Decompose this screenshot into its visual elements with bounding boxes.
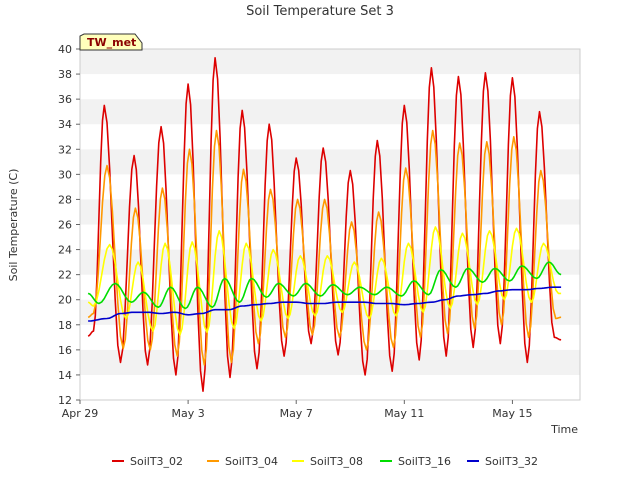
chart-title: Soil Temperature Set 3 (246, 4, 394, 19)
y-tick-label: 12 (58, 394, 72, 407)
x-axis-label: Time (550, 423, 578, 436)
y-tick-label: 18 (58, 319, 72, 332)
y-tick-label: 38 (58, 68, 72, 81)
y-tick-label: 24 (58, 244, 72, 257)
grid-band (80, 324, 580, 350)
y-axis-label: Soil Temperature (C) (7, 169, 20, 282)
x-tick-label: May 7 (280, 407, 313, 420)
y-tick-label: 30 (58, 168, 72, 181)
y-tick-label: 36 (58, 93, 72, 106)
y-axis: 12 14 16 18 20 22 24 26 28 30 32 34 36 38 40 (58, 43, 80, 407)
x-tick-label: May 11 (384, 407, 424, 420)
grid-band (80, 199, 580, 225)
series-line-soilt3_04 (87, 129, 562, 366)
y-tick-label: 14 (58, 369, 72, 382)
legend-item-soilt3_02: SoilT3_02 (112, 455, 183, 468)
legend-item-soilt3_16: SoilT3_16 (380, 455, 451, 468)
grid-band (80, 349, 580, 375)
series-line-soilt3_02 (87, 56, 562, 393)
grid-band (80, 149, 580, 175)
y-tick-label: 32 (58, 143, 72, 156)
series-lines (87, 56, 562, 393)
legend-item-soilt3_04: SoilT3_04 (207, 455, 278, 468)
series-line-soilt3_16 (87, 261, 562, 310)
annotation-background (79, 33, 143, 51)
legend: SoilT3_02 SoilT3_04 SoilT3_08 SoilT3_16 Soil… (112, 455, 538, 468)
y-tick-label: 40 (58, 43, 72, 56)
legend-item-soilt3_08: SoilT3_08 (292, 455, 363, 468)
legend-label: SoilT3_32 (485, 455, 538, 468)
x-axis: Apr 29 May 3 May 7 May 11 May 15 (62, 400, 533, 420)
y-tick-label: 20 (58, 294, 72, 307)
grid-band (80, 124, 580, 150)
legend-label: SoilT3_16 (398, 455, 451, 468)
y-tick-label: 28 (58, 193, 72, 206)
grid-band (80, 74, 580, 100)
y-tick-label: 22 (58, 269, 72, 282)
grid-band (80, 374, 580, 400)
x-tick-label: May 3 (171, 407, 204, 420)
x-tick-label: Apr 29 (62, 407, 99, 420)
grid-band (80, 174, 580, 200)
y-tick-label: 16 (58, 344, 72, 357)
station-annotation: TW_met (79, 33, 143, 51)
annotation-text: TW_met (87, 36, 136, 49)
legend-label: SoilT3_02 (130, 455, 183, 468)
y-tick-label: 26 (58, 219, 72, 232)
legend-label: SoilT3_04 (225, 455, 278, 468)
x-tick-label: May 15 (492, 407, 532, 420)
y-tick-label: 34 (58, 118, 72, 131)
legend-label: SoilT3_08 (310, 455, 363, 468)
series-line-soilt3_32 (88, 286, 562, 322)
series-line-soilt3_08 (87, 226, 562, 336)
legend-item-soilt3_32: SoilT3_32 (467, 455, 538, 468)
grid-band (80, 49, 580, 75)
grid-band (80, 99, 580, 125)
